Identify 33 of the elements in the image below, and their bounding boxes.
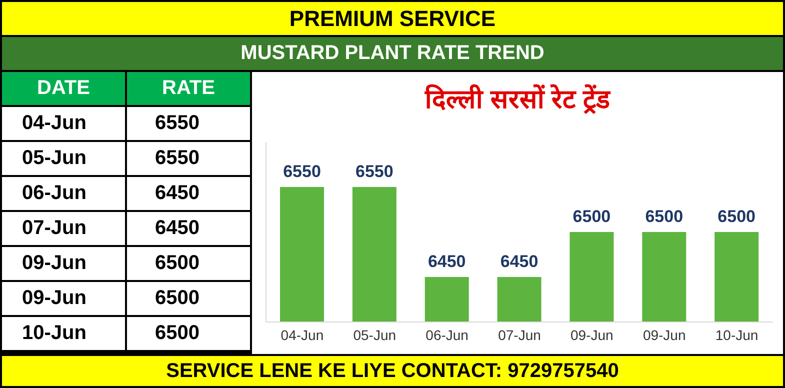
x-tick-label: 09-Jun <box>642 326 686 343</box>
chart-title: दिल्ली सरसों रेट ट्रेंड <box>424 83 612 116</box>
data-label: 6500 <box>127 317 250 350</box>
data-label: 6500 <box>718 207 756 226</box>
category-label: 06-Jun <box>2 177 125 210</box>
x-tick-label: 05-Jun <box>353 326 396 343</box>
data-label: 6550 <box>356 162 394 181</box>
x-tick-label: 09-Jun <box>570 326 614 343</box>
data-label: 6450 <box>127 212 250 245</box>
data-label: 6500 <box>127 282 250 315</box>
data-label: 6450 <box>127 177 250 210</box>
data-label: 6550 <box>127 142 250 175</box>
text: DATE <box>2 72 125 105</box>
x-tick-label: 10-Jun <box>715 326 758 343</box>
category-label: 09-Jun <box>2 247 125 280</box>
data-label: 6500 <box>645 207 684 226</box>
x-tick-label: 06-Jun <box>426 326 468 343</box>
text: RATE <box>127 72 250 105</box>
data-label: 6450 <box>428 252 466 271</box>
data-label: 6450 <box>500 252 538 271</box>
category-label: 04-Jun <box>2 107 125 140</box>
data-label: 6550 <box>283 162 321 181</box>
data-label: 6500 <box>127 247 250 280</box>
x-tick-label: 04-Jun <box>280 326 324 343</box>
category-label: 05-Jun <box>2 142 125 175</box>
text: PREMIUM SERVICE <box>2 2 783 35</box>
category-label: 07-Jun <box>2 212 125 245</box>
x-tick-label: 07-Jun <box>498 326 541 343</box>
category-label: 09-Jun <box>2 282 125 315</box>
data-label: 6550 <box>127 107 250 140</box>
chart-subtitle: MUSTARD PLANT RATE TREND <box>2 37 783 70</box>
data-label: 6500 <box>572 207 611 226</box>
text: SERVICE LENE KE LIYE CONTACT: 9729757540 <box>2 356 783 386</box>
